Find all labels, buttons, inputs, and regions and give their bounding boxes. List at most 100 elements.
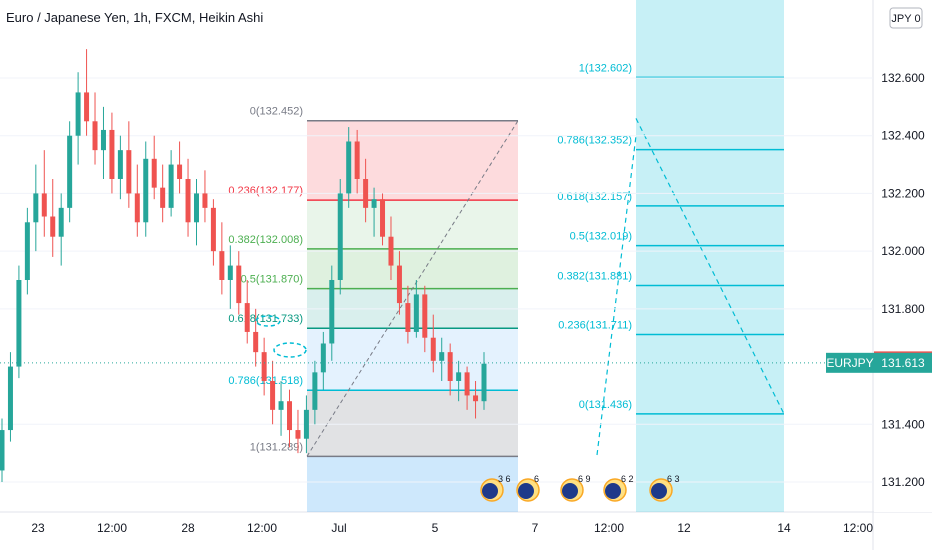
- candle-body: [388, 236, 394, 266]
- candle-body: [473, 395, 479, 402]
- last-price-value: 131.613: [881, 356, 925, 370]
- time-tick-label: 12: [677, 521, 691, 535]
- currency-badge-label: JPY 0: [891, 13, 920, 25]
- candle-body: [100, 129, 106, 151]
- price-tick-label: 132.000: [881, 244, 925, 258]
- price-tick-label: 131.800: [881, 302, 925, 316]
- event-icons[interactable]: 3 6 6 6 9 6 2 6 3: [480, 474, 680, 502]
- candle-body: [117, 150, 123, 179]
- time-tick-label: 12:00: [97, 521, 127, 535]
- candle-body: [371, 199, 377, 208]
- candle-body: [33, 193, 39, 223]
- event-icon-label: 6 2: [621, 474, 634, 484]
- fib-level-label: 0.236(131.711): [558, 320, 632, 332]
- candle-body: [253, 331, 259, 353]
- time-tick-label: Jul: [331, 521, 346, 535]
- chart-title: Euro / Japanese Yen, 1h, FXCM, Heikin As…: [6, 10, 264, 25]
- time-tick-label: 7: [532, 521, 539, 535]
- time-tick-label: 5: [432, 521, 439, 535]
- price-axis-bg: [874, 0, 932, 512]
- fib-level-label: 0.5(131.870): [241, 274, 303, 286]
- price-tick-label: 131.400: [881, 417, 925, 431]
- flag-icon: [562, 483, 578, 499]
- candle-body: [0, 430, 5, 471]
- candle-body: [312, 372, 318, 410]
- candle-body: [481, 363, 487, 402]
- symbol-label: EURJPY: [826, 356, 873, 370]
- fib-level-label: 0.786(131.518): [228, 375, 303, 387]
- candle-body: [405, 303, 411, 332]
- plot-area[interactable]: [0, 0, 873, 512]
- candle-body: [337, 193, 343, 280]
- candle-body: [287, 401, 293, 431]
- event-icon[interactable]: 6 2: [603, 474, 634, 502]
- fib-zone: [307, 120, 518, 201]
- candle-body: [439, 352, 445, 361]
- time-tick-label: 14: [777, 521, 791, 535]
- time-tick-label: 12:00: [247, 521, 277, 535]
- candle-body: [41, 193, 47, 217]
- time-tick-label: 23: [31, 521, 45, 535]
- event-icon-label: 3 6: [498, 474, 511, 484]
- candle-body: [92, 121, 98, 151]
- candle-body: [329, 280, 335, 344]
- fib-right-zone: [636, 0, 784, 512]
- price-tick-label: 132.600: [881, 71, 925, 85]
- candle-body: [354, 141, 360, 179]
- candle-body: [126, 150, 132, 194]
- candle-body: [202, 193, 208, 208]
- event-icon[interactable]: 6 3: [649, 474, 680, 502]
- last-price-tag: [874, 352, 932, 373]
- event-icon-label: 6: [534, 474, 539, 484]
- candle-body: [430, 337, 436, 361]
- event-icon[interactable]: 6: [516, 474, 540, 502]
- candle-body: [185, 179, 191, 223]
- event-icon[interactable]: 3 6: [480, 474, 511, 502]
- fib-level-label: 0.786(132.352): [557, 135, 632, 147]
- event-icon[interactable]: 6 9: [560, 474, 591, 502]
- flag-icon: [482, 483, 498, 499]
- flag-icon: [605, 483, 621, 499]
- currency-badge: [889, 7, 923, 29]
- fib-level-label: 0.618(132.157): [557, 191, 632, 203]
- candle-body: [456, 372, 462, 381]
- candle-body: [422, 294, 428, 338]
- time-axis[interactable]: 23 12:00 28 12:00 Jul 5 7 12:00 12 14 12:00: [31, 521, 873, 535]
- candle-body: [67, 135, 73, 208]
- candle-body: [396, 265, 402, 304]
- candle-body: [270, 381, 276, 410]
- candle-body: [380, 199, 386, 237]
- candle-body: [464, 372, 470, 396]
- candle-body: [210, 207, 216, 252]
- fib-level-label: 0.382(132.008): [228, 234, 303, 246]
- highlight-ellipse: [255, 315, 281, 327]
- fib-level-label: 0.382(131.881): [557, 270, 632, 282]
- event-icon-label: 6 3: [667, 474, 680, 484]
- candle-body: [143, 158, 149, 223]
- candle-body: [303, 409, 309, 439]
- candle-body: [363, 179, 369, 208]
- candle-body: [7, 366, 13, 431]
- event-icon-label: 6 9: [578, 474, 591, 484]
- candle-body: [50, 216, 56, 237]
- drawing-overlay: [0, 315, 873, 364]
- price-axis[interactable]: 132.600 132.400 132.200 132.000 131.800 131.4…: [874, 0, 932, 512]
- candle-body: [160, 187, 166, 208]
- candle-body: [295, 430, 301, 439]
- candle-body: [346, 141, 352, 194]
- time-tick-label: 12:00: [594, 521, 624, 535]
- fib-level-label: 0.236(132.177): [228, 185, 303, 197]
- candle-body: [193, 193, 199, 223]
- fib-level-label: 1(131.289): [250, 441, 303, 453]
- fib-retracement-right[interactable]: 1(132.602) 0.786(132.352) 0.618(132.157) 0.…: [557, 0, 785, 512]
- flag-icon: [518, 483, 534, 499]
- projection-line-down: [635, 118, 785, 415]
- candle-body: [109, 129, 115, 179]
- flag-icon: [651, 483, 667, 499]
- highlight-ellipse: [273, 342, 307, 358]
- candle-body: [278, 401, 284, 410]
- price-tags: 131.618EURJPY131.613: [826, 351, 932, 373]
- candle-body: [58, 207, 64, 237]
- time-tick-label: 28: [181, 521, 195, 535]
